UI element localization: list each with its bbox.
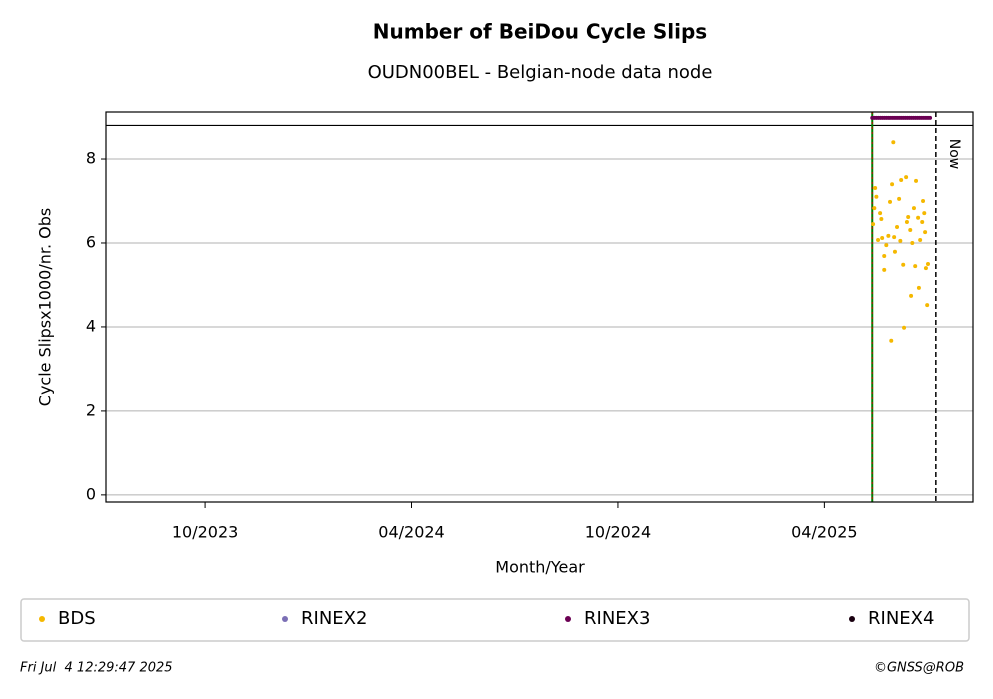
data-point [906, 214, 911, 219]
data-point [923, 230, 928, 235]
x-tick-label: 10/2023 [172, 523, 238, 542]
data-point [923, 266, 928, 271]
footer-credit: ©GNSS@ROB [874, 661, 964, 676]
data-point [888, 199, 893, 204]
y-tick-label: 2 [86, 400, 96, 419]
y-axis-label: Cycle Slipsx1000/nr. Obs [36, 208, 55, 406]
data-point [876, 238, 881, 243]
data-point [925, 303, 930, 308]
data-point [899, 178, 904, 183]
data-point [897, 196, 902, 201]
legend-marker [282, 616, 288, 622]
legend-label: RINEX2 [301, 608, 367, 629]
data-point [928, 115, 933, 120]
data-point [904, 175, 909, 180]
y-tick-label: 6 [86, 232, 96, 251]
footer-date: Fri Jul 4 12:29:47 2025 [20, 661, 173, 676]
data-point [901, 262, 906, 267]
now-label: Now [946, 139, 962, 170]
legend-marker [565, 616, 571, 622]
data-point [871, 222, 876, 227]
data-point [882, 253, 887, 258]
legend-box [20, 598, 970, 642]
data-point [874, 194, 879, 199]
data-point [884, 243, 889, 248]
data-point [914, 178, 919, 183]
legend-label: BDS [58, 608, 96, 629]
data-point [878, 211, 883, 216]
data-point [911, 206, 916, 211]
data-point [908, 227, 913, 232]
plot-frame [105, 111, 974, 503]
data-point [898, 238, 903, 243]
legend-label: RINEX4 [868, 608, 934, 629]
chart-title: Number of BeiDou Cycle Slips [373, 20, 707, 44]
data-point [892, 249, 897, 254]
data-point [904, 219, 909, 224]
x-tick-label: 10/2024 [585, 523, 651, 542]
data-point [873, 185, 878, 190]
data-point [916, 215, 921, 220]
chart-subtitle: OUDN00BEL - Belgian-node data node [368, 62, 713, 83]
data-point [902, 325, 907, 330]
data-point [920, 219, 925, 224]
data-point [913, 264, 918, 269]
data-point [916, 285, 921, 290]
y-tick-label: 4 [86, 316, 96, 335]
data-point [922, 211, 927, 216]
data-point [890, 182, 895, 187]
x-tick-label: 04/2025 [791, 523, 857, 542]
data-point [872, 206, 877, 211]
data-point [921, 198, 926, 203]
data-point [879, 217, 884, 222]
data-point [918, 238, 923, 243]
data-point [882, 267, 887, 272]
legend-marker [849, 616, 855, 622]
data-point [880, 235, 885, 240]
y-tick-label: 8 [86, 149, 96, 168]
data-point [886, 233, 891, 238]
y-tick-label: 0 [86, 484, 96, 503]
legend-label: RINEX3 [584, 608, 650, 629]
data-point [910, 240, 915, 245]
x-tick-label: 04/2024 [378, 523, 444, 542]
data-point [892, 235, 897, 240]
data-point [895, 225, 900, 230]
legend-marker [39, 616, 45, 622]
data-point [891, 140, 896, 145]
data-point [909, 293, 914, 298]
data-point [925, 261, 930, 266]
x-axis-label: Month/Year [495, 558, 585, 577]
data-point [889, 338, 894, 343]
